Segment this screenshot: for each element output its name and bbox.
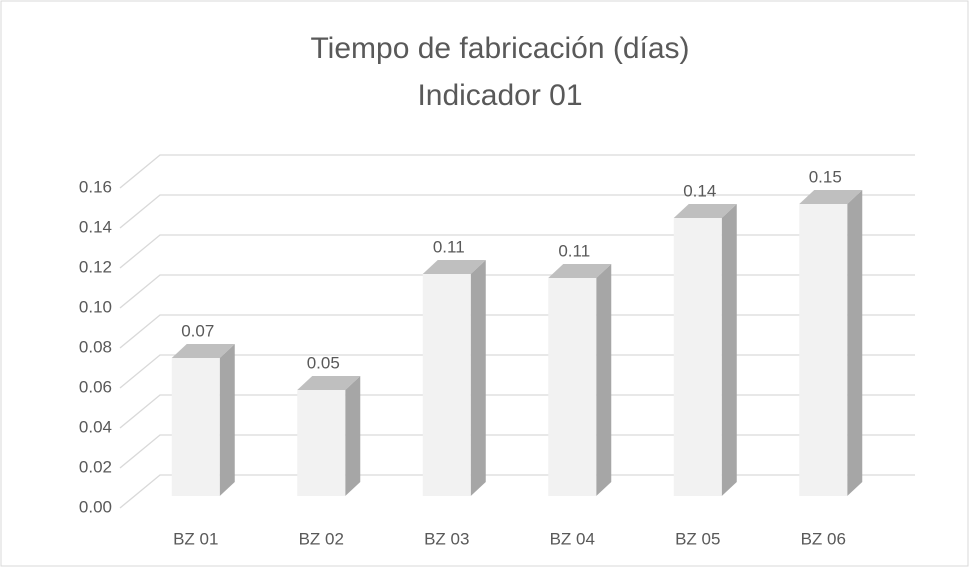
- y-tick-label: 0.00: [79, 497, 112, 516]
- y-tick-label: 0.14: [79, 217, 112, 236]
- x-tick-label: BZ 05: [675, 529, 720, 548]
- bar: [548, 278, 597, 496]
- x-tick-label: BZ 04: [550, 529, 595, 548]
- data-label: 0.05: [307, 353, 340, 372]
- data-label: 0.11: [433, 237, 465, 256]
- y-tick-label: 0.02: [79, 457, 112, 476]
- data-label: 0.11: [558, 241, 590, 260]
- bar-top: [799, 190, 863, 204]
- bar-top: [673, 204, 737, 218]
- grid-line: [119, 434, 915, 469]
- grid-line: [119, 274, 915, 309]
- grid-line: [119, 154, 915, 189]
- bar-side: [219, 344, 235, 496]
- bar-side: [596, 264, 612, 496]
- bar-side: [721, 204, 737, 496]
- bar: [673, 218, 722, 496]
- y-tick-label: 0.12: [79, 257, 112, 276]
- y-tick-label: 0.06: [79, 377, 112, 396]
- chart-title: Tiempo de fabricación (días): [310, 32, 689, 65]
- data-label: 0.07: [181, 321, 214, 340]
- bar-side: [847, 190, 863, 496]
- grid-line: [119, 474, 915, 509]
- bar: [799, 204, 848, 496]
- grid-line: [119, 314, 915, 349]
- x-tick-label: BZ 01: [173, 529, 218, 548]
- bar-top: [422, 260, 486, 274]
- grid-line: [119, 194, 915, 229]
- data-label: 0.15: [809, 167, 842, 186]
- bar: [422, 274, 471, 496]
- x-tick-label: BZ 02: [299, 529, 344, 548]
- bar-side: [345, 376, 361, 496]
- bar: [171, 358, 220, 496]
- bar-top: [548, 264, 612, 278]
- bar: [297, 390, 346, 496]
- bar-side: [470, 260, 486, 496]
- y-tick-label: 0.04: [79, 417, 112, 436]
- grid-line: [119, 234, 915, 269]
- x-tick-label: BZ 03: [424, 529, 469, 548]
- grid-line: [119, 394, 915, 429]
- data-label: 0.14: [683, 181, 716, 200]
- chart-subtitle: Indicador 01: [417, 79, 582, 112]
- y-tick-label: 0.10: [79, 297, 112, 316]
- x-tick-label: BZ 06: [801, 529, 846, 548]
- grid-line: [119, 354, 915, 389]
- y-tick-label: 0.08: [79, 337, 112, 356]
- bar-top: [171, 344, 235, 358]
- y-tick-label: 0.16: [79, 177, 112, 196]
- bar-top: [297, 376, 361, 390]
